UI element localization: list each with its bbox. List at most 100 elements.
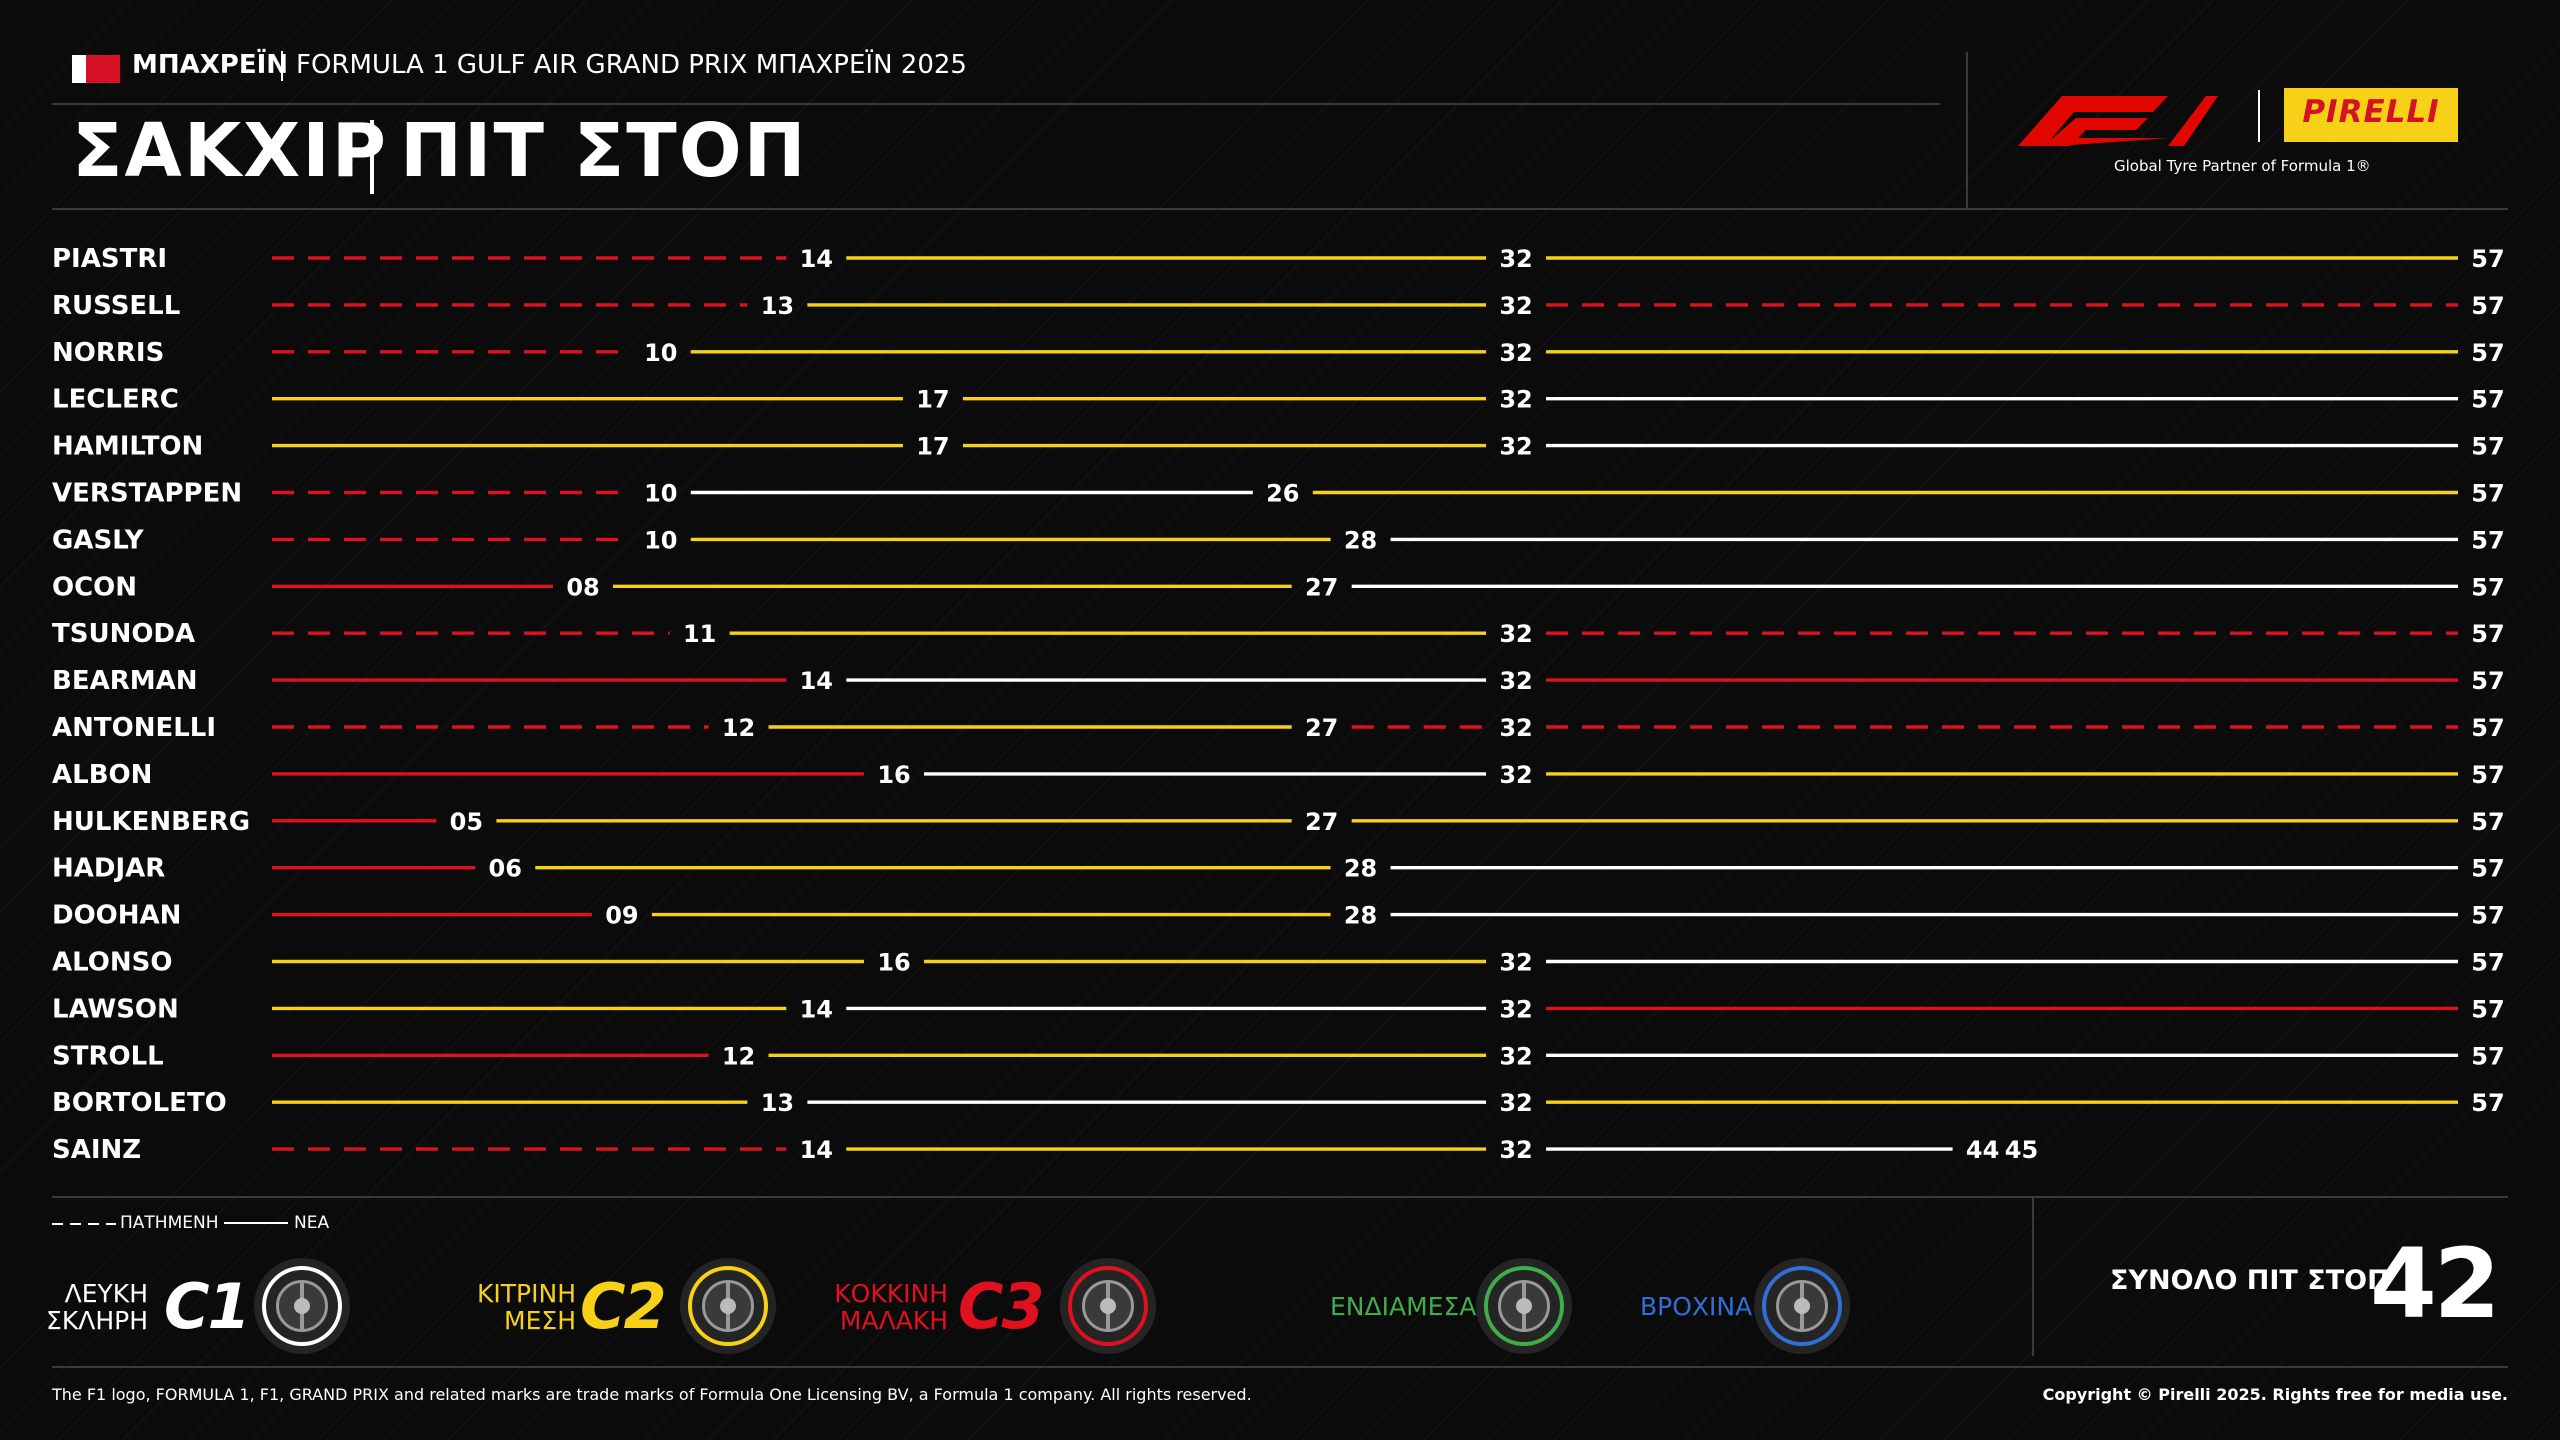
- driver-name: PIASTRI: [52, 244, 167, 274]
- c1-tyre-icon: [254, 1258, 350, 1354]
- driver-name: RUSSELL: [52, 291, 180, 321]
- lap-label: 57: [2471, 714, 2504, 742]
- lap-label: 32: [1499, 620, 1532, 648]
- pirelli-logo-icon: PIRELLI: [2284, 88, 2458, 142]
- lap-label: 32: [1499, 292, 1532, 320]
- lap-label: 26: [1266, 480, 1299, 508]
- trademark-notice: The F1 logo, FORMULA 1, F1, GRAND PRIX a…: [52, 1385, 1252, 1404]
- lap-label: 14: [800, 995, 833, 1023]
- legend-used-label: ΠΑΤΗΜΕΝΗ: [120, 1213, 219, 1233]
- lap-label: 57: [2471, 339, 2504, 367]
- legend-new-label: ΝΕΑ: [294, 1213, 330, 1233]
- bahrain-flag-icon: [72, 55, 120, 83]
- lap-label: 57: [2471, 292, 2504, 320]
- new-line-sample: [224, 1222, 288, 1224]
- page-title: ΠΙΤ ΣΤΟΠ: [400, 108, 808, 194]
- lap-label: 57: [2471, 1089, 2504, 1117]
- lap-label: 32: [1499, 1136, 1532, 1164]
- header-rule: [52, 103, 1940, 105]
- lap-label: 32: [1499, 761, 1532, 789]
- lap-label: 09: [605, 902, 638, 930]
- lap-label: 57: [2471, 667, 2504, 695]
- c1-label: ΛΕΥΚΗ ΣΚΛΗΡΗ: [46, 1279, 148, 1335]
- lap-label: 32: [1499, 949, 1532, 977]
- event-name: FORMULA 1 GULF AIR GRAND PRIX ΜΠΑΧΡΕΪΝ 2…: [296, 50, 967, 80]
- driver-name: BEARMAN: [52, 666, 197, 696]
- driver-name: BORTOLETO: [52, 1088, 227, 1118]
- lap-label: 27: [1305, 714, 1338, 742]
- lap-label: 57: [2471, 433, 2504, 461]
- lap-label: 32: [1499, 667, 1532, 695]
- wet-label: ΒΡΟΧΙΝΑ: [1640, 1292, 1753, 1321]
- used-line-sample: [52, 1223, 116, 1225]
- f1-logo-icon: [2018, 96, 2218, 146]
- lap-label: 44: [1966, 1136, 1999, 1164]
- driver-name: SAINZ: [52, 1135, 141, 1165]
- driver-name: ANTONELLI: [52, 713, 216, 743]
- c3-code: C3: [958, 1270, 1045, 1343]
- lap-label: 57: [2471, 855, 2504, 883]
- sponsor-tagline: Global Tyre Partner of Formula 1®: [2114, 157, 2371, 175]
- c3-tyre-icon: [1060, 1258, 1156, 1354]
- driver-name: DOOHAN: [52, 901, 181, 931]
- title-divider: [370, 120, 374, 194]
- pit-stop-strategy-chart: PIASTRI 14 32 57 RUSSELL 13 32 57 NORRIS 10 32 57 LE…: [52, 244, 2505, 1165]
- lap-label: 57: [2471, 480, 2504, 508]
- lap-label: 57: [2471, 902, 2504, 930]
- event-country: ΜΠΑΧΡΕΪΝ: [132, 50, 289, 80]
- driver-name: OCON: [52, 572, 137, 602]
- lap-label: 57: [2471, 386, 2504, 414]
- lap-label: 17: [916, 433, 949, 461]
- lap-label: 11: [683, 620, 716, 648]
- driver-name: HAMILTON: [52, 432, 203, 462]
- lap-label: 45: [2005, 1136, 2038, 1164]
- lap-label: 14: [800, 1136, 833, 1164]
- logo-separator: [2258, 90, 2260, 142]
- copyright-notice: Copyright © Pirelli 2025. Rights free fo…: [2042, 1385, 2508, 1404]
- lap-label: 28: [1344, 902, 1377, 930]
- driver-name: HADJAR: [52, 854, 165, 884]
- lap-label: 10: [644, 526, 677, 554]
- lap-label: 10: [644, 480, 677, 508]
- total-pit-stops-value: 42: [2370, 1228, 2501, 1340]
- lap-label: 27: [1305, 808, 1338, 836]
- lap-label: 32: [1499, 339, 1532, 367]
- lap-label: 57: [2471, 1042, 2504, 1070]
- circuit-title: ΣΑΚΧΙΡ: [72, 108, 388, 194]
- chart-top-rule: [52, 208, 2508, 210]
- driver-name: HULKENBERG: [52, 807, 250, 837]
- lap-label: 32: [1499, 386, 1532, 414]
- lap-label: 32: [1499, 1042, 1532, 1070]
- c2-code: C2: [580, 1270, 667, 1343]
- legend-top-rule: [52, 1196, 2508, 1198]
- lap-label: 08: [566, 573, 599, 601]
- c2-label: ΚΙΤΡΙΝΗ ΜΕΣΗ: [477, 1279, 576, 1335]
- total-pit-stops-label: ΣΥΝΟΛΟ ΠΙΤ ΣΤΟΠ: [2110, 1265, 2390, 1296]
- lap-label: 57: [2471, 995, 2504, 1023]
- lap-label: 32: [1499, 1089, 1532, 1117]
- lap-label: 32: [1499, 433, 1532, 461]
- lap-label: 12: [722, 1042, 755, 1070]
- intermediate-tyre-icon: [1476, 1258, 1572, 1354]
- lap-label: 12: [722, 714, 755, 742]
- driver-name: ALBON: [52, 760, 152, 790]
- lap-label: 57: [2471, 245, 2504, 273]
- lap-label: 14: [800, 667, 833, 695]
- lap-label: 57: [2471, 526, 2504, 554]
- wet-tyre-icon: [1754, 1258, 1850, 1354]
- lap-label: 57: [2471, 620, 2504, 648]
- logo-divider: [1966, 52, 1968, 208]
- driver-name: ALONSO: [52, 948, 172, 978]
- c1-code: C1: [164, 1270, 251, 1343]
- driver-name: GASLY: [52, 525, 145, 555]
- lap-label: 32: [1499, 714, 1532, 742]
- lap-label: 57: [2471, 761, 2504, 789]
- lap-label: 28: [1344, 526, 1377, 554]
- driver-name: STROLL: [52, 1041, 164, 1071]
- total-divider: [2032, 1198, 2034, 1356]
- lap-label: 06: [489, 855, 522, 883]
- lap-label: 32: [1499, 995, 1532, 1023]
- driver-name: VERSTAPPEN: [52, 479, 242, 509]
- footer-rule: [52, 1366, 2508, 1368]
- lap-label: 16: [877, 949, 910, 977]
